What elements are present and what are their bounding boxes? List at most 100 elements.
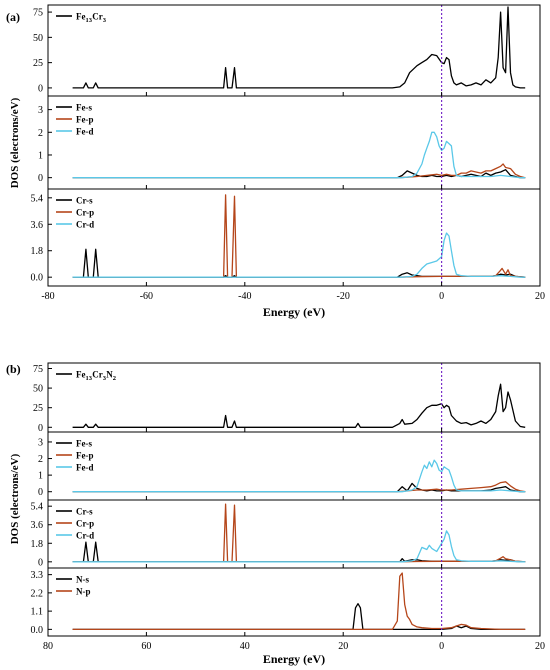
y-tick-label: 0.0 xyxy=(31,625,44,636)
series-line xyxy=(72,572,526,631)
subplot-3: 0 1.8 3.6 5.4 Cr-s Cr-p Cr-d xyxy=(31,499,541,569)
series-line xyxy=(72,6,526,89)
subplot-4: 0.0 1.1 2.2 3.3 80 60 40 20 0 20 N-s N-p xyxy=(31,567,545,652)
y-tick-label: 5.4 xyxy=(31,502,44,513)
y-tick-label: 3 xyxy=(38,437,43,448)
x-tick-label: 20 xyxy=(535,291,545,302)
x-tick-label: 60 xyxy=(141,641,151,652)
legend-label: Fe-p xyxy=(76,451,94,461)
legend: N-s N-p xyxy=(56,575,91,597)
series-group xyxy=(72,6,526,89)
plot-frame xyxy=(47,567,541,637)
legend-label: Fe-s xyxy=(76,439,92,449)
chart-b: (b) 0 25 50 75 Fe13 Cr3 N2 0 1 2 3 Fe-s Fe-p Fe-d 0 1… xyxy=(6,362,545,666)
legend-label: Cr-p xyxy=(76,519,94,529)
y-tick-label: 2 xyxy=(38,128,43,139)
legend: Fe-s Fe-p Fe-d xyxy=(56,439,94,473)
y-tick-label: 1.8 xyxy=(31,246,44,257)
x-tick-label: 80 xyxy=(43,641,53,652)
series-line xyxy=(72,248,526,278)
legend-label: Cr-p xyxy=(76,208,94,218)
y-tick-label: 1.8 xyxy=(31,539,44,550)
subplot-2: 0 1 2 3 Fe-s Fe-p Fe-d xyxy=(38,95,541,190)
subplot-2: 0 1 2 3 Fe-s Fe-p Fe-d xyxy=(38,431,541,501)
series-line xyxy=(72,530,526,563)
y-tick-label: 0.0 xyxy=(31,273,44,284)
x-tick-label: -20 xyxy=(337,291,350,302)
legend-label: Fe-d xyxy=(76,127,94,137)
series-group xyxy=(72,131,526,179)
y-tick-label: 75 xyxy=(33,8,43,19)
y-tick-label: 2.2 xyxy=(31,588,44,599)
legend-label: Cr-s xyxy=(76,196,93,206)
plot-frame xyxy=(47,499,541,569)
series-line xyxy=(72,169,526,179)
panel-label: (a) xyxy=(6,10,20,24)
x-tick-label: -60 xyxy=(140,291,153,302)
y-tick-label: 50 xyxy=(33,384,43,395)
legend-label: Fe13 Cr3 xyxy=(76,12,107,25)
y-tick-label: 0 xyxy=(38,83,43,94)
legend-label: Cr-s xyxy=(76,507,93,517)
subplot-1: 0 25 50 75 Fe13 Cr3 N2 xyxy=(33,362,541,434)
series-group xyxy=(72,459,526,493)
series-line xyxy=(72,131,526,179)
legend: Fe13 Cr3 N2 xyxy=(56,370,116,382)
y-tick-label: 0 xyxy=(38,423,43,434)
panel-label: (b) xyxy=(6,362,21,376)
x-tick-label: 0 xyxy=(439,291,444,302)
y-tick-label: 1.1 xyxy=(31,607,44,618)
series-group xyxy=(72,572,526,631)
x-tick-label: 0 xyxy=(439,641,444,652)
series-group xyxy=(72,383,526,428)
y-tick-label: 25 xyxy=(33,403,43,414)
plot-frame xyxy=(47,362,541,433)
plot-frame xyxy=(47,4,541,97)
series-line xyxy=(72,481,526,493)
legend-label: Fe-p xyxy=(76,115,94,125)
y-tick-label: 75 xyxy=(33,364,43,375)
y-tick-label: 3.6 xyxy=(31,220,44,231)
legend-label: N-s xyxy=(76,575,89,585)
y-tick-label: 5.4 xyxy=(31,193,44,204)
x-tick-label: -40 xyxy=(238,291,251,302)
legend: Cr-s Cr-p Cr-d xyxy=(56,196,94,230)
subplot-3: 0.0 1.8 3.6 5.4 -80 -60 -40 -20 0 20 Cr-s Cr-p Cr-d xyxy=(31,188,545,302)
y-tick-label: 3.6 xyxy=(31,520,44,531)
legend: Fe-s Fe-p Fe-d xyxy=(56,103,94,137)
legend-label: Fe-s xyxy=(76,103,92,113)
y-tick-label: 25 xyxy=(33,58,43,69)
y-tick-label: 1 xyxy=(38,471,43,482)
legend: Cr-s Cr-p Cr-d xyxy=(56,507,94,541)
y-tick-label: 0 xyxy=(38,557,43,568)
plot-frame xyxy=(47,188,541,287)
legend-label: Cr-d xyxy=(76,531,94,541)
subplot-1: 0 25 50 75 Fe13 Cr3 xyxy=(33,4,541,97)
y-tick-label: 0 xyxy=(38,487,43,498)
series-line xyxy=(72,383,526,428)
y-tick-label: 3.3 xyxy=(31,570,44,581)
x-axis-label: Energy (eV) xyxy=(263,305,325,319)
chart-a: (a) 0 25 50 75 Fe13 Cr3 0 1 2 3 Fe-s Fe-p Fe-d 0.0 1.… xyxy=(6,4,545,319)
legend-label: N-p xyxy=(76,587,91,597)
x-tick-label: -80 xyxy=(41,291,54,302)
plot-frame xyxy=(47,431,541,501)
y-tick-label: 50 xyxy=(33,33,43,44)
legend-label: Fe-d xyxy=(76,463,94,473)
x-tick-label: 20 xyxy=(535,641,545,652)
series-line xyxy=(72,163,526,179)
y-axis-label: DOS (electrons/eV) xyxy=(9,453,21,544)
series-line xyxy=(72,232,526,278)
y-tick-label: 0 xyxy=(38,173,43,184)
x-axis-label: Energy (eV) xyxy=(263,652,325,666)
series-group xyxy=(72,194,526,278)
legend: Fe13 Cr3 xyxy=(56,12,107,25)
legend-label: Cr-d xyxy=(76,220,94,230)
x-tick-label: 20 xyxy=(338,641,348,652)
y-tick-label: 1 xyxy=(38,150,43,161)
series-line xyxy=(72,503,526,563)
y-tick-label: 2 xyxy=(38,454,43,465)
series-line xyxy=(72,194,526,278)
y-tick-label: 3 xyxy=(38,105,43,116)
